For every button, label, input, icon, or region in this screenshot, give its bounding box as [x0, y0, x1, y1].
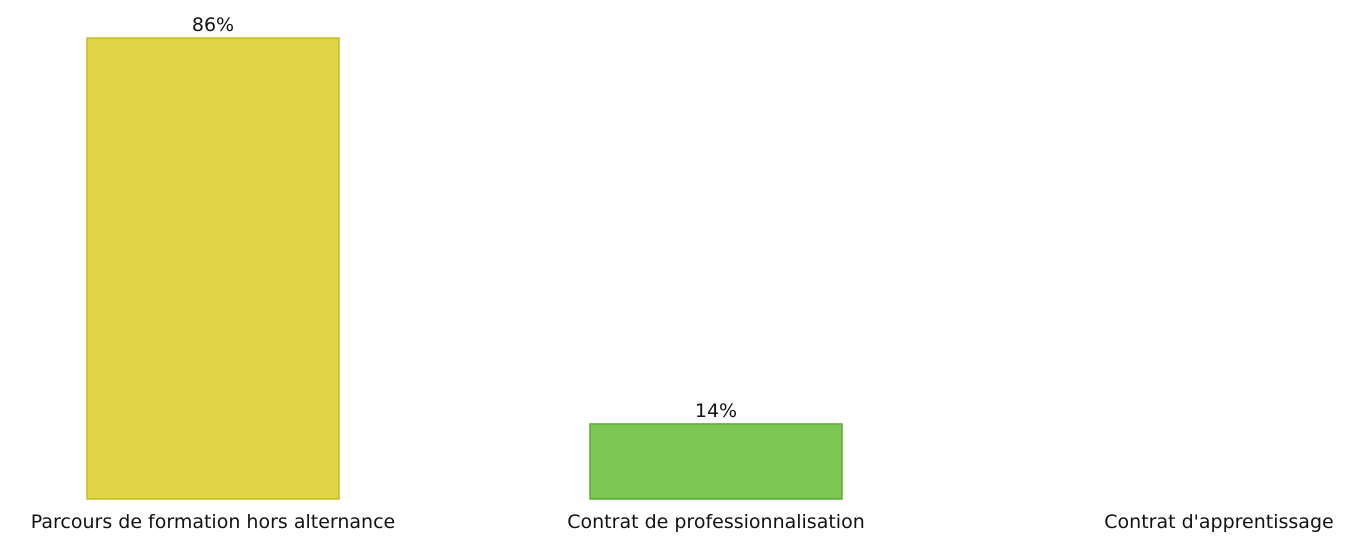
- category-labels-group: Parcours de formation hors alternance Con…: [31, 511, 1334, 533]
- bars-group: [86, 37, 843, 500]
- value-labels-group: 86% 14%: [192, 14, 737, 422]
- category-label-2: Contrat d'apprentissage: [1104, 511, 1333, 533]
- bar-0: [86, 37, 340, 500]
- value-label-1: 14%: [695, 400, 737, 422]
- category-label-1: Contrat de professionnalisation: [567, 511, 865, 533]
- category-label-0: Parcours de formation hors alternance: [31, 511, 396, 533]
- bar-1: [589, 423, 843, 500]
- value-label-0: 86%: [192, 14, 234, 36]
